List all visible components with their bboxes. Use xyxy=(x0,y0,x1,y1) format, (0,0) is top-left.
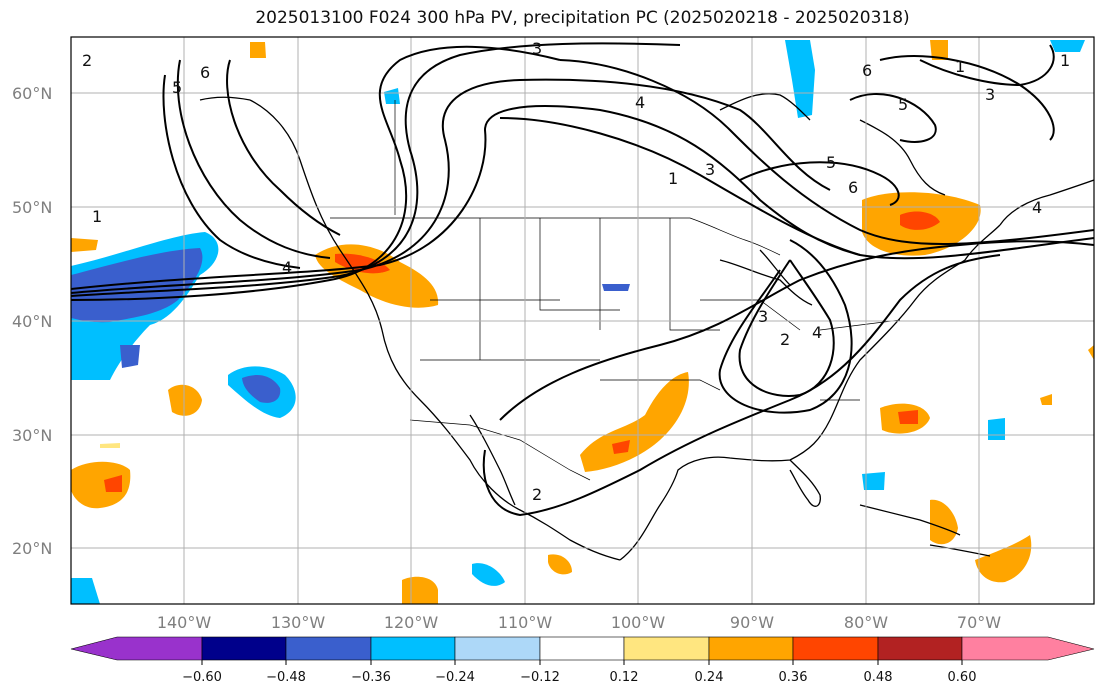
lon-label-110w: 110°W xyxy=(498,613,553,632)
colorbar-segment xyxy=(370,636,456,661)
precip-positive-area xyxy=(580,372,689,472)
precip-positive-area xyxy=(1088,345,1094,360)
colorbar-segment xyxy=(792,636,879,661)
pv-contour-label: 4 xyxy=(812,323,822,342)
pv-contour-label: 3 xyxy=(758,307,768,326)
lon-label-90w: 90°W xyxy=(730,613,774,632)
lat-label-40n: 40°N xyxy=(12,312,52,331)
latitude-labels: 60°N 50°N 40°N 30°N 20°N xyxy=(12,84,52,558)
longitude-labels: 140°W 130°W 120°W 110°W 100°W 90°W 80°W … xyxy=(157,613,1001,632)
lon-label-140w: 140°W xyxy=(157,613,212,632)
pv-contour-label: 1 xyxy=(955,57,965,76)
colorbar-segment xyxy=(201,636,287,661)
colorbar-segment xyxy=(454,636,541,661)
pv-contour-label: 6 xyxy=(848,178,858,197)
precip-positive-area xyxy=(930,40,948,60)
pv-contour-label: 3 xyxy=(532,39,542,58)
coastlines xyxy=(199,93,1094,561)
precip-positive-area xyxy=(104,475,122,492)
pv-contour-label: 1 xyxy=(1060,51,1070,70)
map-frame xyxy=(70,36,1095,605)
precip-positive-area xyxy=(1040,394,1052,405)
pv-contour-label: 6 xyxy=(862,61,872,80)
precip-negative-area xyxy=(472,563,505,586)
lat-label-30n: 30°N xyxy=(12,426,52,445)
precip-positive-area xyxy=(250,42,266,58)
pv-contour-label: 1 xyxy=(668,169,678,188)
colorbar-tick-label: −0.48 xyxy=(266,670,306,685)
pv-contour-label: 5 xyxy=(826,153,836,172)
colorbar-tick-label: 0.12 xyxy=(610,670,639,685)
precip-positive-area xyxy=(100,443,120,448)
colorbar-ticks xyxy=(201,660,963,665)
precip-negative-area xyxy=(1050,40,1085,52)
lat-label-50n: 50°N xyxy=(12,198,52,217)
colorbar-tick-label: 0.48 xyxy=(864,670,893,685)
precip-negative-area xyxy=(120,345,140,368)
precip-negative-area xyxy=(71,578,100,604)
pv-contour-label: 4 xyxy=(282,258,292,277)
pv-contours xyxy=(71,42,1094,517)
precip-positive-area xyxy=(612,440,630,454)
lon-label-130w: 130°W xyxy=(271,613,326,632)
pv-contour-label: 5 xyxy=(172,78,182,97)
pv-contour-label: 4 xyxy=(1032,198,1042,217)
colorbar-tick-label: 0.36 xyxy=(779,670,808,685)
precip-negative-area xyxy=(71,248,203,323)
pv-contour-label: 1 xyxy=(92,207,102,226)
colorbar-tick-label: 0.24 xyxy=(695,670,724,685)
pv-contour-labels: 6 5 4 3 2 1 4 3 5 6 4 5 2 1 3 6 1 4 2 3 … xyxy=(82,39,1070,504)
pv-contour-label: 2 xyxy=(532,485,542,504)
colorbar-segment xyxy=(285,636,372,661)
pv-contour-label: 3 xyxy=(985,85,995,104)
precip-negative-area xyxy=(862,472,885,490)
precip-negative-area xyxy=(988,418,1005,440)
precip-positive-area xyxy=(900,211,940,230)
lon-label-100w: 100°W xyxy=(611,613,666,632)
map-area: 6 5 4 3 2 1 4 3 5 6 4 5 2 1 3 6 1 4 2 3 … xyxy=(71,37,1094,604)
pv-contour-label: 4 xyxy=(635,93,645,112)
pv-contour-label: 5 xyxy=(898,95,908,114)
precip-negative-area xyxy=(384,88,400,104)
precip-negative-area xyxy=(785,40,815,118)
precip-positive-area xyxy=(168,384,202,416)
lon-label-80w: 80°W xyxy=(844,613,888,632)
precip-positive-area xyxy=(548,554,572,575)
colorbar-tick-label: −0.36 xyxy=(351,670,391,685)
precip-positive-area xyxy=(898,410,918,424)
lon-label-120w: 120°W xyxy=(384,613,439,632)
lat-label-20n: 20°N xyxy=(12,539,52,558)
precip-positive-area xyxy=(930,499,958,545)
colorbar-segment xyxy=(708,636,794,661)
colorbar: −0.60 −0.48 −0.36 −0.24 −0.12 0.12 0.24 … xyxy=(70,636,1095,685)
pv-contour-label: 2 xyxy=(780,330,790,349)
colorbar-segment xyxy=(623,636,710,661)
pv-contour-label: 3 xyxy=(705,160,715,179)
lat-label-60n: 60°N xyxy=(12,84,52,103)
precip-anomaly-shading xyxy=(71,40,1094,604)
political-borders xyxy=(330,100,901,481)
map-gridlines xyxy=(71,37,1094,604)
colorbar-tick-label: −0.60 xyxy=(182,670,222,685)
colorbar-segment-overflow xyxy=(961,636,1095,661)
colorbar-segment xyxy=(877,636,963,661)
precip-positive-area xyxy=(975,535,1032,583)
precip-positive-area xyxy=(71,461,131,509)
precip-positive-area xyxy=(71,238,98,252)
colorbar-segment xyxy=(539,636,625,661)
precip-negative-area xyxy=(602,284,630,291)
pv-contour-label: 2 xyxy=(82,51,92,70)
colorbar-tick-label: −0.12 xyxy=(520,670,560,685)
colorbar-tick-label: −0.24 xyxy=(435,670,475,685)
colorbar-tick-label: 0.60 xyxy=(948,670,977,685)
colorbar-segment-underflow xyxy=(70,636,203,661)
pv-contour-label: 6 xyxy=(200,63,210,82)
map-title: 2025013100 F024 300 hPa PV, precipitatio… xyxy=(255,8,910,28)
precip-negative-area xyxy=(242,375,281,403)
lon-label-70w: 70°W xyxy=(957,613,1001,632)
